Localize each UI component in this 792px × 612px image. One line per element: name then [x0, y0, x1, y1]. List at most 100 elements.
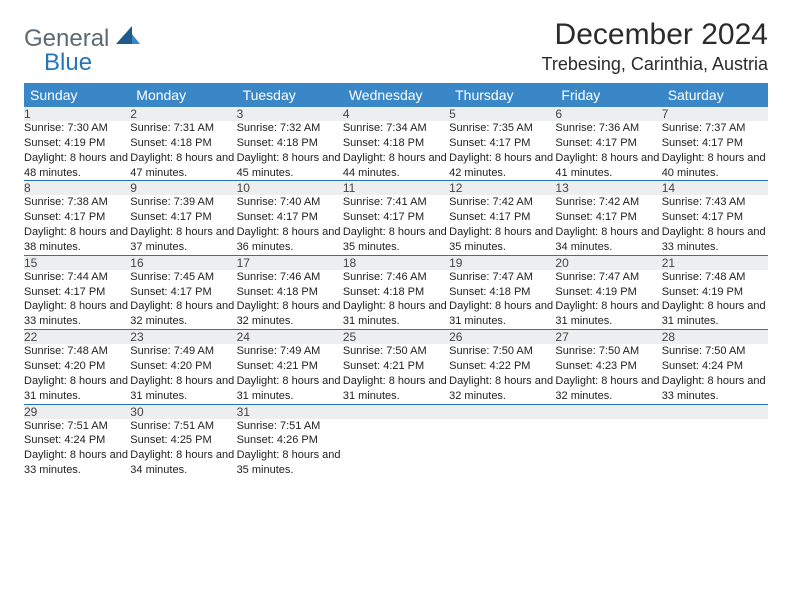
sunrise-line: Sunrise: 7:47 AM [555, 271, 639, 283]
day-detail-cell: Sunrise: 7:50 AMSunset: 4:21 PMDaylight:… [343, 344, 449, 404]
location-label: Trebesing, Carinthia, Austria [542, 54, 768, 75]
day-detail-cell: Sunrise: 7:42 AMSunset: 4:17 PMDaylight:… [555, 195, 661, 255]
day-number-cell: 21 [662, 255, 768, 270]
sunrise-line: Sunrise: 7:45 AM [130, 271, 214, 283]
sunset-line: Sunset: 4:19 PM [555, 286, 636, 298]
sunrise-line: Sunrise: 7:51 AM [130, 420, 214, 432]
daylight-line: Daylight: 8 hours and 33 minutes. [662, 226, 766, 253]
day-detail-cell: Sunrise: 7:30 AMSunset: 4:19 PMDaylight:… [24, 121, 130, 181]
daylight-line: Daylight: 8 hours and 31 minutes. [343, 300, 447, 327]
daylight-line: Daylight: 8 hours and 38 minutes. [24, 226, 128, 253]
sunset-line: Sunset: 4:24 PM [662, 360, 743, 372]
day-detail-cell: Sunrise: 7:45 AMSunset: 4:17 PMDaylight:… [130, 270, 236, 330]
day-detail-cell [662, 419, 768, 482]
day-number-cell [449, 404, 555, 419]
day-number-cell: 23 [130, 330, 236, 345]
day-header: Tuesday [237, 83, 343, 107]
daylight-line: Daylight: 8 hours and 37 minutes. [130, 226, 234, 253]
sunset-line: Sunset: 4:22 PM [449, 360, 530, 372]
title-block: December 2024 Trebesing, Carinthia, Aust… [542, 18, 768, 75]
day-header: Monday [130, 83, 236, 107]
day-detail-cell: Sunrise: 7:35 AMSunset: 4:17 PMDaylight:… [449, 121, 555, 181]
day-number-cell: 10 [237, 181, 343, 196]
sunrise-line: Sunrise: 7:49 AM [237, 345, 321, 357]
day-detail-cell: Sunrise: 7:40 AM Sunset: 4:17 PM Daylight:… [237, 195, 343, 255]
sunrise-line: Sunrise: 7:46 AM [343, 271, 427, 283]
daylight-line: Daylight: 8 hours and 32 minutes. [130, 300, 234, 327]
sunrise-line: Sunrise: 7:49 AM [130, 345, 214, 357]
day-number-cell: 31 [237, 404, 343, 419]
sunrise-line: Sunrise: 7:48 AM [24, 345, 108, 357]
day-detail-cell: Sunrise: 7:37 AMSunset: 4:17 PMDaylight:… [662, 121, 768, 181]
sunset-line: Sunset: 4:20 PM [24, 360, 105, 372]
detail-row: Sunrise: 7:30 AMSunset: 4:19 PMDaylight:… [24, 121, 768, 181]
day-detail-cell: Sunrise: 7:50 AMSunset: 4:23 PMDaylight:… [555, 344, 661, 404]
day-header: Thursday [449, 83, 555, 107]
detail-row: Sunrise: 7:38 AMSunset: 4:17 PMDaylight:… [24, 195, 768, 255]
sunset-line: Sunset: 4:24 PM [24, 434, 105, 446]
detail-row: Sunrise: 7:51 AM Sunset: 4:24 PM Daylight:… [24, 419, 768, 482]
day-number-cell: 8 [24, 181, 130, 196]
day-detail-cell: Sunrise: 7:42 AMSunset: 4:17 PMDaylight:… [449, 195, 555, 255]
sunset-line: Sunset: 4:17 PM [449, 137, 530, 149]
sunset-line: Sunset: 4:17 PM [237, 211, 318, 223]
day-number-cell: 14 [662, 181, 768, 196]
day-detail-cell: Sunrise: 7:41 AMSunset: 4:17 PMDaylight:… [343, 195, 449, 255]
sunrise-line: Sunrise: 7:48 AM [662, 271, 746, 283]
sunrise-line: Sunrise: 7:32 AM [237, 122, 321, 134]
day-number-cell: 16 [130, 255, 236, 270]
day-number-cell: 12 [449, 181, 555, 196]
daylight-line: Daylight: 8 hours and 34 minutes. [555, 226, 659, 253]
sunrise-line: Sunrise: 7:50 AM [555, 345, 639, 357]
day-number-cell: 25 [343, 330, 449, 345]
day-number-cell: 18 [343, 255, 449, 270]
daylight-line: Daylight: 8 hours and 35 minutes. [237, 449, 341, 476]
sunrise-line: Sunrise: 7:42 AM [449, 196, 533, 208]
sunset-line: Sunset: 4:17 PM [130, 211, 211, 223]
day-detail-cell: Sunrise: 7:36 AMSunset: 4:17 PMDaylight:… [555, 121, 661, 181]
sunrise-line: Sunrise: 7:34 AM [343, 122, 427, 134]
day-detail-cell: Sunrise: 7:50 AMSunset: 4:22 PMDaylight:… [449, 344, 555, 404]
day-number-cell: 15 [24, 255, 130, 270]
detail-row: Sunrise: 7:44 AMSunset: 4:17 PMDaylight:… [24, 270, 768, 330]
month-title: December 2024 [542, 18, 768, 52]
calendar-body: 1234567Sunrise: 7:30 AMSunset: 4:19 PMDa… [24, 107, 768, 482]
day-number-cell: 9 [130, 181, 236, 196]
day-number-cell: 11 [343, 181, 449, 196]
sunrise-line: Sunrise: 7:51 AM [237, 420, 321, 432]
day-number-cell: 29 [24, 404, 130, 419]
day-number-cell: 1 [24, 107, 130, 121]
day-number-cell: 5 [449, 107, 555, 121]
day-header-row: SundayMondayTuesdayWednesdayThursdayFrid… [24, 83, 768, 107]
sunset-line: Sunset: 4:21 PM [237, 360, 318, 372]
sunrise-line: Sunrise: 7:40 AM [237, 196, 321, 208]
calendar-page: General Blue December 2024 Trebesing, Ca… [0, 0, 792, 494]
day-detail-cell: Sunrise: 7:49 AM Sunset: 4:21 PM Daylight:… [237, 344, 343, 404]
sunset-line: Sunset: 4:17 PM [24, 211, 105, 223]
day-detail-cell: Sunrise: 7:47 AMSunset: 4:18 PMDaylight:… [449, 270, 555, 330]
daylight-line: Daylight: 8 hours and 31 minutes. [237, 375, 341, 402]
day-number-cell: 3 [237, 107, 343, 121]
sunset-line: Sunset: 4:18 PM [130, 137, 211, 149]
daylight-line: Daylight: 8 hours and 31 minutes. [555, 300, 659, 327]
daylight-line: Daylight: 8 hours and 31 minutes. [449, 300, 553, 327]
sunset-line: Sunset: 4:18 PM [343, 137, 424, 149]
daylight-line: Daylight: 8 hours and 47 minutes. [130, 152, 234, 179]
daylight-line: Daylight: 8 hours and 36 minutes. [237, 226, 341, 253]
sunrise-line: Sunrise: 7:37 AM [662, 122, 746, 134]
day-detail-cell: Sunrise: 7:34 AMSunset: 4:18 PMDaylight:… [343, 121, 449, 181]
day-number-cell: 24 [237, 330, 343, 345]
day-detail-cell: Sunrise: 7:49 AMSunset: 4:20 PMDaylight:… [130, 344, 236, 404]
sunrise-line: Sunrise: 7:51 AM [24, 420, 108, 432]
day-number-cell: 2 [130, 107, 236, 121]
day-detail-cell: Sunrise: 7:48 AMSunset: 4:20 PMDaylight:… [24, 344, 130, 404]
sunrise-line: Sunrise: 7:44 AM [24, 271, 108, 283]
day-number-cell: 28 [662, 330, 768, 345]
calendar-head: SundayMondayTuesdayWednesdayThursdayFrid… [24, 83, 768, 107]
day-detail-cell: Sunrise: 7:44 AMSunset: 4:17 PMDaylight:… [24, 270, 130, 330]
day-detail-cell: Sunrise: 7:38 AMSunset: 4:17 PMDaylight:… [24, 195, 130, 255]
sunrise-line: Sunrise: 7:46 AM [237, 271, 321, 283]
day-detail-cell [343, 419, 449, 482]
sunset-line: Sunset: 4:18 PM [237, 137, 318, 149]
day-number-cell: 4 [343, 107, 449, 121]
